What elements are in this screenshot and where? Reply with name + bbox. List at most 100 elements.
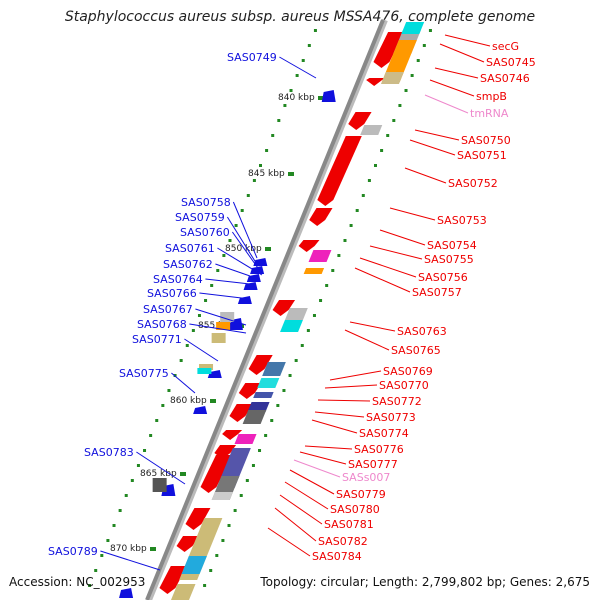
leader-line	[311, 419, 358, 434]
tick-mark	[265, 149, 269, 152]
reverse-gene	[250, 266, 265, 274]
gene-label-right: SAS0763	[397, 325, 447, 338]
gene-label-left: SAS0783	[84, 446, 134, 459]
gene-label-right: SAS0745	[486, 56, 536, 69]
scale-tick	[288, 172, 294, 176]
feature-block	[280, 320, 303, 332]
reverse-gene	[193, 406, 208, 414]
feature-block	[253, 392, 274, 398]
tick-mark	[258, 449, 262, 452]
forward-gene	[248, 355, 273, 375]
reverse-block	[216, 322, 231, 330]
tick-mark	[245, 479, 249, 482]
leader-line	[404, 167, 447, 184]
leader-line	[299, 451, 347, 465]
gene-label-right: SAS0765	[391, 344, 441, 357]
tick-mark	[276, 404, 280, 407]
forward-gene	[272, 300, 296, 316]
tick-mark	[374, 164, 377, 167]
gene-label-right: SAS0770	[379, 379, 429, 392]
reverse-gene	[237, 296, 252, 304]
leader-line	[314, 411, 365, 418]
feature-block	[257, 378, 280, 388]
tick-mark	[295, 74, 299, 77]
forward-gene	[317, 136, 362, 206]
tick-mark	[149, 434, 153, 437]
forward-gene	[309, 208, 333, 226]
tick-mark	[294, 359, 298, 362]
tick-mark	[312, 314, 316, 317]
tick-mark	[124, 494, 128, 497]
leader-line	[274, 507, 317, 542]
leader-line	[424, 94, 469, 114]
gene-label-right: SAS0751	[457, 149, 507, 162]
tick-mark	[228, 239, 232, 242]
gene-label-right: smpB	[476, 90, 507, 103]
forward-gene	[229, 404, 253, 422]
tick-mark	[240, 209, 244, 212]
leader-line	[304, 445, 353, 450]
gene-label-right: SAS0754	[427, 239, 477, 252]
tick-mark	[386, 134, 390, 137]
tick-mark	[167, 389, 171, 392]
tick-mark	[179, 359, 183, 362]
reverse-block	[199, 364, 214, 370]
tick-mark	[216, 269, 220, 272]
tick-mark	[289, 89, 293, 92]
tick-mark	[234, 224, 238, 227]
leader-line	[215, 263, 251, 277]
reverse-gene	[246, 274, 261, 282]
forward-gene	[373, 32, 405, 68]
tick-mark	[259, 164, 262, 167]
reverse-block	[197, 368, 212, 374]
tick-mark	[252, 179, 256, 182]
leader-line	[279, 56, 317, 79]
tick-mark	[282, 389, 286, 392]
gene-label-right: SAS0753	[437, 214, 487, 227]
leader-line	[349, 321, 396, 332]
tick-mark	[331, 269, 335, 272]
feature-block	[181, 556, 207, 574]
leader-line	[369, 245, 423, 260]
gene-label-right: SAS0776	[354, 443, 404, 456]
feature-block	[360, 125, 383, 135]
gene-label-right: SAS0779	[336, 488, 386, 501]
forward-gene	[176, 536, 200, 552]
tick-mark	[404, 89, 408, 92]
feature-block	[262, 362, 286, 376]
feature-block	[171, 584, 196, 600]
reverse-block	[152, 478, 167, 492]
tick-mark	[428, 29, 432, 32]
leader-line	[189, 323, 247, 334]
tick-mark	[422, 44, 426, 47]
scale-label: 860 kbp	[170, 396, 207, 406]
tick-mark	[203, 584, 207, 587]
tick-mark	[337, 254, 341, 257]
gene-label-right: SAS0781	[324, 518, 374, 531]
gene-label-right: SAS0784	[312, 550, 362, 563]
gene-label-right: SAS0769	[383, 365, 433, 378]
leader-line	[279, 494, 323, 525]
leader-line	[289, 469, 335, 495]
feature-block	[380, 72, 404, 84]
tick-mark	[222, 254, 226, 257]
tick-mark	[209, 569, 213, 572]
feature-block	[303, 268, 325, 274]
gene-label-right: SAS0782	[318, 535, 368, 548]
reverse-gene	[321, 90, 336, 102]
leader-line	[136, 451, 186, 485]
feature-block	[242, 410, 267, 424]
scale-tick	[180, 472, 186, 476]
tick-mark	[204, 299, 208, 302]
leader-line	[359, 257, 417, 278]
gene-label-right: SAS0774	[359, 427, 409, 440]
feature-block	[247, 402, 270, 412]
forward-gene	[159, 566, 187, 594]
gene-label-left: SAS0775	[119, 367, 169, 380]
gene-label-right: SAS0773	[366, 411, 416, 424]
feature-block	[401, 22, 425, 34]
tick-mark	[355, 209, 359, 212]
feature-block	[284, 308, 308, 320]
feature-block	[381, 40, 417, 82]
tick-mark	[227, 524, 231, 527]
